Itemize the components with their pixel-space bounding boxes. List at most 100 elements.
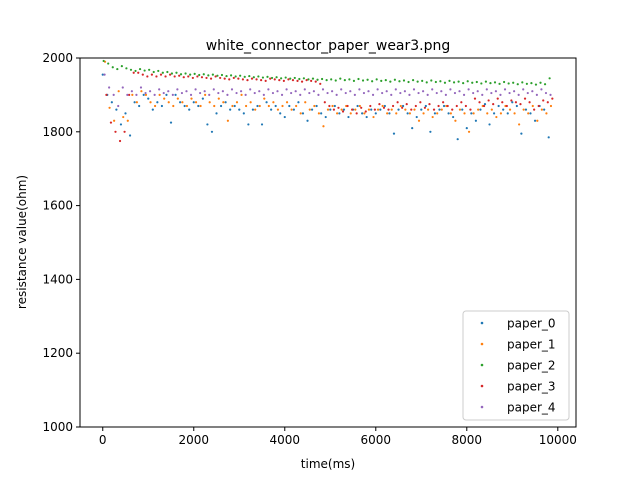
data-point [481, 93, 484, 96]
data-point [120, 65, 123, 68]
data-point [310, 79, 313, 82]
data-point [503, 88, 507, 91]
data-point [426, 93, 429, 96]
data-point [247, 123, 250, 126]
data-point [283, 115, 286, 119]
data-point [258, 90, 261, 93]
data-point [123, 130, 126, 133]
data-point [432, 108, 436, 111]
data-point [476, 90, 479, 93]
data-point [205, 76, 208, 80]
data-point [189, 93, 193, 96]
data-point [480, 82, 483, 85]
data-point [217, 97, 220, 100]
data-point [549, 104, 553, 108]
data-point [128, 93, 131, 96]
data-point [423, 106, 427, 109]
data-point [321, 88, 325, 91]
data-point [183, 104, 186, 108]
data-point [411, 127, 414, 130]
legend-items: paper_0 paper_1 paper_2 paper_3 paper_4 [480, 317, 556, 415]
data-point [128, 134, 132, 137]
data-point [499, 93, 502, 96]
data-point [485, 88, 488, 91]
data-point [338, 112, 341, 115]
data-point [399, 91, 402, 95]
data-point [332, 108, 336, 111]
data-point [144, 93, 148, 96]
data-point [292, 108, 295, 111]
data-point [323, 101, 326, 104]
data-point [248, 74, 251, 78]
data-point [548, 77, 551, 80]
data-point [110, 101, 113, 104]
data-point [275, 76, 278, 79]
data-point [304, 101, 307, 104]
data-point [250, 77, 254, 80]
data-point [155, 75, 158, 78]
data-point [151, 108, 154, 111]
data-point [392, 132, 396, 135]
data-point [348, 78, 351, 81]
data-point [167, 90, 170, 93]
data-point [193, 72, 196, 75]
data-point [164, 75, 167, 78]
data-point [192, 101, 195, 104]
data-point [163, 97, 166, 100]
data-point [237, 77, 240, 80]
data-point [510, 99, 513, 102]
data-point [324, 115, 327, 119]
data-point [315, 104, 318, 108]
data-point [326, 91, 329, 95]
data-point [533, 119, 537, 122]
data-point [329, 108, 332, 111]
data-point [371, 80, 374, 83]
data-point [325, 79, 328, 82]
data-point [380, 79, 383, 82]
data-point [242, 112, 245, 115]
data-point [114, 130, 117, 133]
data-point [108, 106, 111, 109]
data-point [347, 115, 350, 119]
data-point [536, 119, 539, 122]
data-point [349, 90, 352, 93]
data-point [395, 112, 398, 115]
data-point [486, 112, 489, 115]
data-point [219, 104, 223, 108]
data-point [393, 78, 396, 81]
data-point [238, 108, 241, 111]
data-point [495, 115, 498, 119]
data-point [197, 104, 200, 108]
data-point [119, 123, 123, 126]
data-point [159, 73, 163, 76]
data-point [253, 91, 256, 95]
data-point [440, 108, 443, 111]
data-point [402, 79, 406, 82]
data-point [383, 104, 386, 108]
data-point [401, 106, 404, 109]
data-point [101, 73, 104, 76]
data-point [293, 76, 296, 80]
data-point [166, 70, 169, 74]
data-point [374, 112, 377, 115]
y-tick-label: 1600 [42, 199, 73, 213]
data-point [303, 88, 306, 91]
data-point [290, 108, 293, 111]
data-point [272, 101, 275, 104]
data-point [308, 108, 311, 111]
data-point [413, 108, 416, 111]
y-tick-label: 1800 [42, 125, 73, 139]
data-point [516, 83, 519, 86]
legend-box [462, 310, 570, 421]
data-point [466, 80, 469, 83]
data-point [360, 106, 363, 109]
data-point [363, 112, 366, 115]
y-tick-label: 1400 [42, 272, 73, 286]
data-point [496, 97, 499, 100]
data-point [194, 88, 197, 91]
data-point [285, 101, 289, 104]
data-point [522, 108, 525, 111]
data-point [276, 108, 280, 111]
data-point [421, 79, 424, 82]
data-point [126, 93, 129, 96]
